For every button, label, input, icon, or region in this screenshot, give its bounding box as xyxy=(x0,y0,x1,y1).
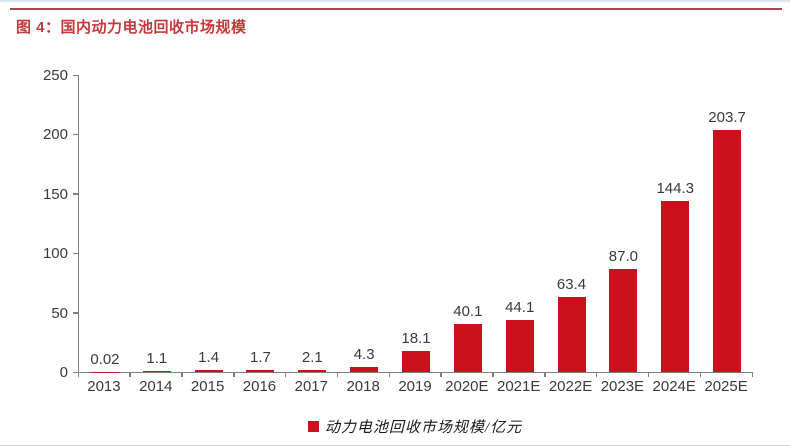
title-rule-divider xyxy=(10,8,782,10)
x-tick-mark xyxy=(336,372,339,377)
x-tick-mark xyxy=(647,372,650,377)
bar-2021E xyxy=(505,319,534,372)
bar-value-label: 1.4 xyxy=(198,349,220,367)
bar-2019 xyxy=(402,350,430,372)
bar-2014 xyxy=(142,370,171,372)
x-tick-label-2013: 2013 xyxy=(87,378,121,395)
x-tick-label-2021E: 2021E xyxy=(497,378,541,395)
x-tick-label-2020E: 2020E xyxy=(445,378,489,395)
y-tick-label: 50 xyxy=(51,304,68,322)
top-edge-divider xyxy=(0,0,790,2)
bar-2023E xyxy=(609,268,638,372)
bar-2024E xyxy=(661,200,690,372)
x-tick-mark xyxy=(233,372,235,377)
x-tick-mark xyxy=(595,372,598,377)
x-tick-label-2014: 2014 xyxy=(139,378,173,395)
x-tick-mark xyxy=(440,372,442,377)
x-tick-label-2024E: 2024E xyxy=(652,378,696,395)
bar-2018 xyxy=(350,366,379,372)
x-tick-mark xyxy=(77,372,79,377)
bar-value-label: 40.1 xyxy=(453,303,483,321)
y-tick-label: 100 xyxy=(42,245,68,263)
y-tick-label: 250 xyxy=(42,67,68,84)
x-tick-label-2023E: 2023E xyxy=(600,378,645,395)
bottom-edge-divider xyxy=(0,445,790,446)
bar-2016 xyxy=(246,369,275,372)
legend-swatch-icon xyxy=(307,421,319,432)
bar-value-label: 4.3 xyxy=(353,345,375,363)
bar-value-label: 1.1 xyxy=(146,349,168,367)
bar-value-label: 1.7 xyxy=(250,348,271,366)
x-tick-label-2025E: 2025E xyxy=(704,378,748,395)
x-tick-mark xyxy=(388,372,391,377)
bar-2025E xyxy=(713,130,742,372)
bar-2020E xyxy=(453,324,482,372)
x-tick-label-2017: 2017 xyxy=(294,378,328,395)
legend-label: 动力电池回收市场规模/亿元 xyxy=(324,420,523,436)
figure-title: 图 4：国内动力电池回收市场规模 xyxy=(16,19,247,36)
x-tick-mark xyxy=(751,372,753,377)
x-tick-mark xyxy=(544,372,546,377)
x-tick-mark xyxy=(699,372,702,377)
bar-value-label: 203.7 xyxy=(708,109,746,127)
x-tick-label-2022E: 2022E xyxy=(548,378,593,395)
y-tick-mark xyxy=(73,133,78,136)
y-tick-mark xyxy=(73,193,78,195)
bar-2015 xyxy=(194,370,223,372)
y-tick-label: 200 xyxy=(42,126,68,144)
y-tick-label: 150 xyxy=(42,185,68,203)
y-tick-mark xyxy=(73,371,78,373)
bar-value-label: 144.3 xyxy=(656,179,694,197)
bar-2022E xyxy=(557,296,586,372)
x-tick-mark xyxy=(492,372,494,377)
bar-value-label: 2.1 xyxy=(301,348,323,366)
x-tick-mark xyxy=(129,372,131,377)
y-tick-label: 0 xyxy=(59,364,68,381)
x-tick-mark xyxy=(284,372,287,377)
x-tick-label-2016: 2016 xyxy=(242,378,277,395)
y-tick-mark xyxy=(73,252,78,255)
bar-value-label: 18.1 xyxy=(401,329,431,347)
bar-2013 xyxy=(90,371,119,372)
bar-2017 xyxy=(298,369,327,372)
y-tick-mark xyxy=(73,312,78,314)
bar-value-label: 63.4 xyxy=(556,275,587,293)
x-tick-label-2018: 2018 xyxy=(346,378,380,395)
x-tick-label-2015: 2015 xyxy=(190,378,225,395)
legend: 动力电池回收市场规模/亿元 xyxy=(78,416,752,437)
bar-value-label: 87.0 xyxy=(608,247,638,265)
x-tick-label-2019: 2019 xyxy=(398,378,432,395)
bar-chart-plot-area: 0.02 1.1 1.4 1.7 2.1 4.3 18.1 40.1 44.1 63.4 87.0 1… xyxy=(78,75,753,373)
x-tick-mark xyxy=(181,372,183,377)
bar-value-label: 0.02 xyxy=(90,350,120,368)
bar-value-label: 44.1 xyxy=(505,298,535,316)
y-tick-mark xyxy=(73,74,78,76)
